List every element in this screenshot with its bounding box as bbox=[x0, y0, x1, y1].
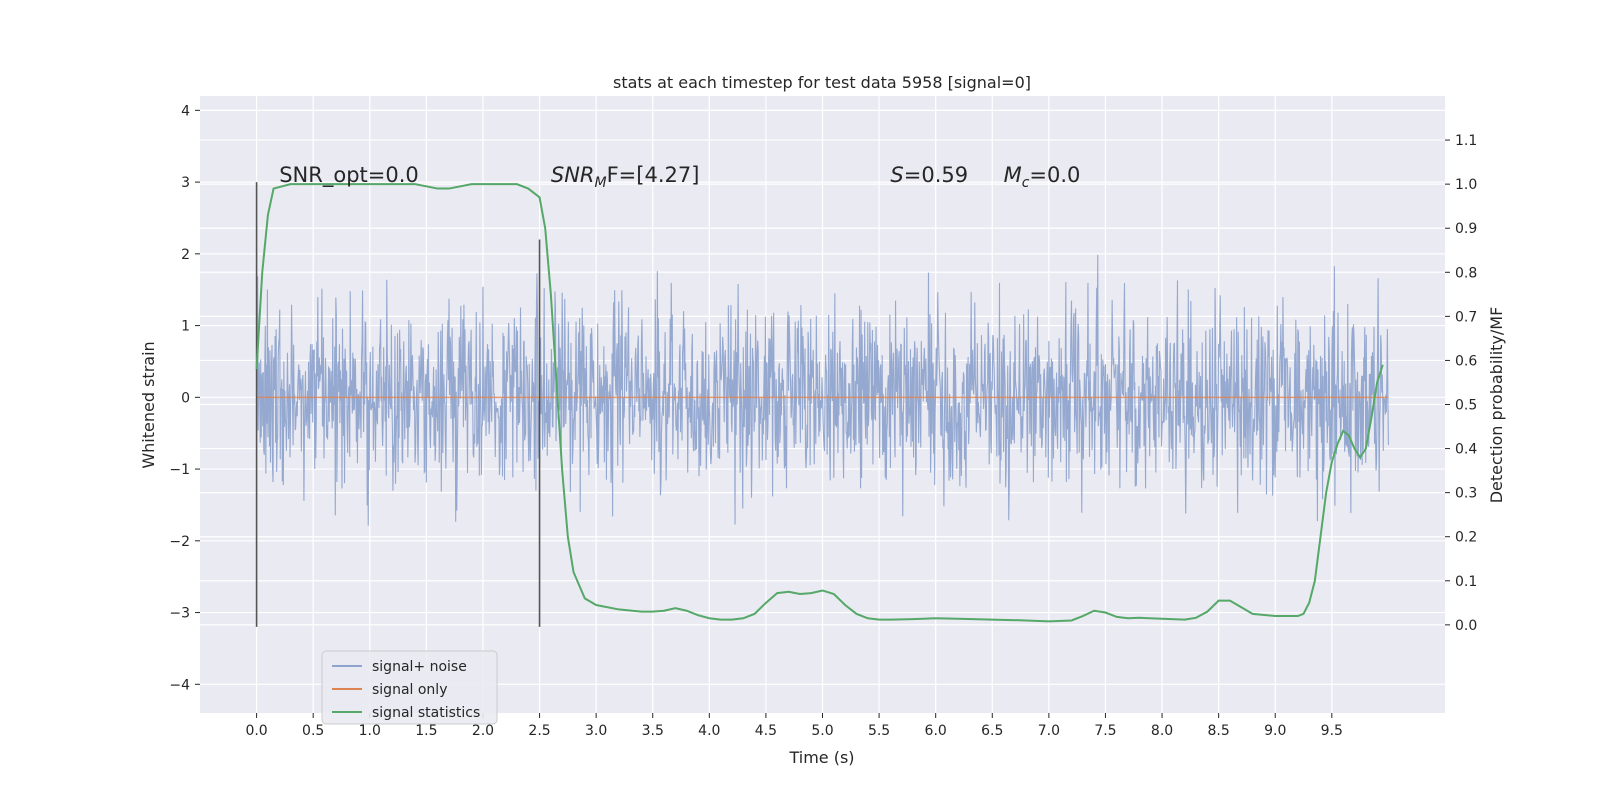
x-axis-ticks: 0.0 0.5 1.0 1.5 2.0 2.5 3.0 3.5 4.0 4.5 5.0 5.5 6.0 6… bbox=[245, 713, 1343, 739]
y2-tick-label: 0.7 bbox=[1455, 309, 1477, 325]
x-tick-label: 3.5 bbox=[642, 723, 664, 739]
y2-tick-label: 0.6 bbox=[1455, 353, 1477, 369]
legend-box bbox=[321, 650, 498, 725]
x-tick-label: 5.5 bbox=[868, 723, 890, 739]
annotation-text: SNRMF=[4.27] bbox=[551, 163, 700, 191]
x-tick-label: 2.5 bbox=[528, 723, 550, 739]
statistics-trace bbox=[255, 183, 1384, 623]
y2-tick-label: 1.1 bbox=[1455, 133, 1477, 149]
annotation-text: S=0.59 bbox=[890, 163, 968, 187]
x-tick-label: 1.5 bbox=[415, 723, 437, 739]
y-tick-label: −4 bbox=[169, 677, 190, 693]
annotation-rest: F=[4.27] bbox=[607, 163, 700, 187]
y-tick-label: −3 bbox=[169, 606, 190, 622]
annotation-subscript: M bbox=[595, 175, 607, 191]
y-tick-label: 0 bbox=[181, 390, 190, 406]
legend-label: signal statistics bbox=[372, 705, 480, 721]
legend: signal+ noise signal only signal statistic… bbox=[321, 650, 498, 725]
y2-tick-label: 0.9 bbox=[1455, 221, 1477, 237]
legend-label: signal+ noise bbox=[372, 659, 467, 675]
x-tick-label: 5.0 bbox=[811, 723, 833, 739]
y2-tick-label: 0.3 bbox=[1455, 486, 1477, 502]
y-tick-label: 1 bbox=[181, 319, 190, 335]
y2-tick-label: 0.4 bbox=[1455, 442, 1477, 458]
annotations: SNR_opt=0.0 SNRMF=[4.27] S=0.59 Mc=0.0 bbox=[279, 163, 1080, 191]
annotation-rest: =0.0 bbox=[1029, 163, 1080, 187]
y2-tick-label: 0.1 bbox=[1455, 574, 1477, 590]
y-tick-label: 3 bbox=[181, 175, 190, 191]
chart-title: stats at each timestep for test data 595… bbox=[613, 73, 1031, 92]
annotation-main: M bbox=[1004, 163, 1022, 187]
y-axis-label: Whitened strain bbox=[139, 341, 158, 468]
annotation-subscript: c bbox=[1022, 175, 1030, 191]
y2-tick-label: 1.0 bbox=[1455, 177, 1477, 193]
vertical-markers bbox=[255, 182, 541, 627]
x-tick-label: 7.5 bbox=[1094, 723, 1116, 739]
y-tick-label: 2 bbox=[181, 247, 190, 263]
annotation-main: SNR bbox=[551, 163, 595, 187]
x-tick-label: 3.0 bbox=[585, 723, 607, 739]
x-tick-label: 9.0 bbox=[1264, 723, 1286, 739]
y-axis-ticks: 4 3 2 1 0 −1 −2 −3 −4 bbox=[169, 103, 200, 693]
y2-tick-label: 0.8 bbox=[1455, 265, 1477, 281]
x-tick-label: 4.5 bbox=[755, 723, 777, 739]
x-axis-label: Time (s) bbox=[788, 748, 854, 767]
noise-trace bbox=[256, 254, 1389, 526]
y2-tick-label: 0.2 bbox=[1455, 530, 1477, 546]
annotation-main: S bbox=[890, 163, 903, 187]
x-tick-label: 7.0 bbox=[1038, 723, 1060, 739]
x-tick-label: 9.5 bbox=[1321, 723, 1343, 739]
y2-tick-label: 0.0 bbox=[1455, 618, 1477, 634]
annotation-main: SNR_opt=0.0 bbox=[279, 163, 419, 188]
x-tick-label: 0.0 bbox=[245, 723, 267, 739]
y2-axis-ticks: 1.1 1.0 0.9 0.8 0.7 0.6 0.5 0.4 0.3 0.2 0.1 0.0 bbox=[1445, 133, 1477, 634]
annotation-rest: =0.59 bbox=[904, 163, 968, 187]
x-tick-label: 2.0 bbox=[472, 723, 494, 739]
x-tick-label: 6.0 bbox=[925, 723, 947, 739]
x-tick-label: 0.5 bbox=[302, 723, 324, 739]
x-tick-label: 1.0 bbox=[359, 723, 381, 739]
y2-tick-label: 0.5 bbox=[1455, 398, 1477, 414]
y-tick-label: −2 bbox=[169, 534, 190, 550]
annotation-text: SNR_opt=0.0 bbox=[279, 163, 419, 188]
x-tick-label: 4.0 bbox=[698, 723, 720, 739]
annotation-text: Mc=0.0 bbox=[1004, 163, 1081, 191]
y2-axis-label: Detection probability/MF bbox=[1487, 307, 1506, 504]
y-tick-label: −1 bbox=[169, 462, 190, 478]
x-tick-label: 8.0 bbox=[1151, 723, 1173, 739]
series-signal-statistics bbox=[255, 183, 1384, 623]
x-tick-label: 8.5 bbox=[1208, 723, 1230, 739]
legend-label: signal only bbox=[372, 682, 447, 698]
series-signal-noise bbox=[256, 254, 1389, 526]
y-tick-label: 4 bbox=[181, 103, 190, 119]
x-tick-label: 6.5 bbox=[981, 723, 1003, 739]
